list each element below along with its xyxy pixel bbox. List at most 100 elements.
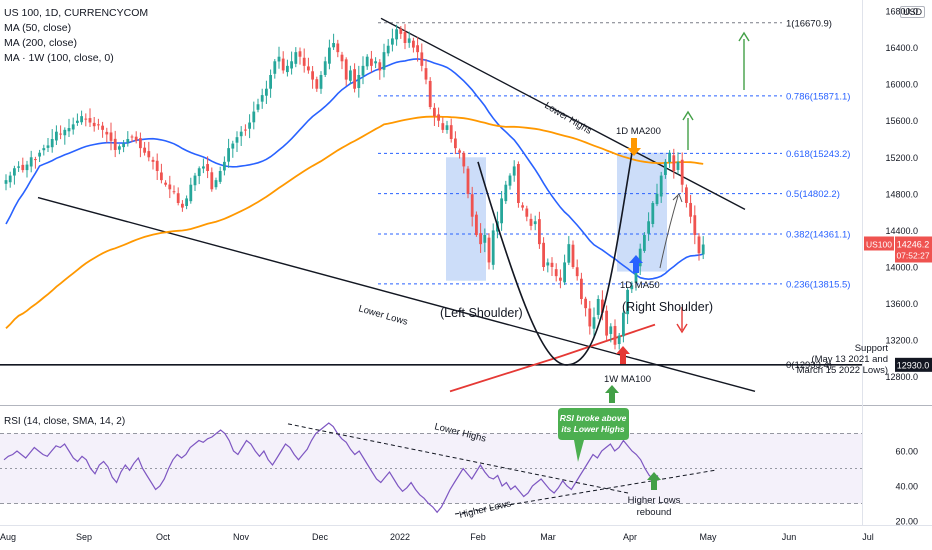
candle-body xyxy=(575,267,579,277)
x-tick-label: Jun xyxy=(782,532,797,542)
legend-ma1w[interactable]: MA · 1W (100, close, 0) xyxy=(4,52,114,64)
candle-body xyxy=(617,335,621,344)
x-tick-label: Apr xyxy=(623,532,637,542)
ma50-label: 1D MA50 xyxy=(620,280,660,291)
target-arrow-2-head xyxy=(682,110,694,121)
candle-body xyxy=(361,65,365,76)
candle-body xyxy=(172,191,176,193)
currency-button[interactable]: USD xyxy=(900,6,926,18)
candle-body xyxy=(323,61,327,75)
candle-body xyxy=(71,124,75,130)
candle-body xyxy=(483,235,487,243)
candle-body xyxy=(701,244,705,255)
candle-body xyxy=(659,175,663,197)
candle-body xyxy=(395,29,398,40)
lower-highs-trendline xyxy=(380,17,746,211)
legend-symbol[interactable]: US 100, 1D, CURRENCYCOM xyxy=(4,7,149,19)
candle-body xyxy=(454,138,457,149)
candle-body xyxy=(584,298,587,309)
candle-body xyxy=(298,51,302,57)
candle-body xyxy=(340,54,344,62)
candle-body xyxy=(378,62,382,71)
candle-body xyxy=(664,161,667,175)
candle-body xyxy=(638,248,642,267)
fib-label: 0(12933.4) xyxy=(786,360,832,371)
ma200-line xyxy=(5,115,704,329)
candle-body xyxy=(122,143,125,148)
candle-body xyxy=(466,168,470,194)
candle-body xyxy=(386,45,390,54)
candle-body xyxy=(189,184,193,202)
candle-body xyxy=(403,32,407,43)
candle-body xyxy=(55,131,58,141)
candle-body xyxy=(84,118,88,120)
rsi-rebound-label-2: rebound xyxy=(637,507,672,518)
candle-body xyxy=(130,136,134,138)
rsi-legend: RSI (14, close, SMA, 14, 2) xyxy=(4,416,125,427)
candle-body xyxy=(458,150,461,153)
candle-body xyxy=(512,166,516,176)
x-tick-label: Nov xyxy=(233,532,250,542)
candle-body xyxy=(567,244,571,263)
candle-body xyxy=(626,289,629,315)
candle-body xyxy=(143,147,146,153)
candle-body xyxy=(328,47,331,64)
candle-body xyxy=(227,148,230,162)
candle-body xyxy=(479,233,482,245)
candle-body xyxy=(672,155,676,171)
candle-body xyxy=(168,184,172,190)
rsi-higher-lows-trendline xyxy=(454,469,716,515)
candle-body xyxy=(462,152,466,167)
candle-body xyxy=(634,267,638,283)
candle-body xyxy=(399,28,403,34)
left-shoulder-box xyxy=(446,157,486,281)
candle-body xyxy=(88,118,92,123)
support-block-arrow xyxy=(605,385,619,403)
candle-body xyxy=(92,122,96,127)
candle-body xyxy=(113,138,117,150)
fib-label: 0.618(15243.2) xyxy=(786,149,850,160)
ma200-block-arrow xyxy=(627,138,641,156)
candle-body xyxy=(689,202,692,217)
y-tick-label: 16000.0 xyxy=(885,80,918,90)
candle-body xyxy=(697,236,701,254)
candle-body xyxy=(676,161,680,170)
candle-body xyxy=(525,208,529,217)
candle-body xyxy=(34,159,37,161)
candle-body xyxy=(302,57,306,66)
candle-body xyxy=(29,157,33,167)
down-arrow-head xyxy=(676,323,688,334)
candle-body xyxy=(538,219,541,245)
rsi-y-tick-label: 20.00 xyxy=(895,517,918,527)
candle-body xyxy=(521,205,524,208)
candle-body xyxy=(357,75,361,89)
fib-label: 1(16670.9) xyxy=(786,18,832,29)
ma200-label: 1D MA200 xyxy=(616,126,661,137)
candle-body xyxy=(252,111,256,123)
support-label-2: (May 13 2021 and xyxy=(811,354,888,365)
candle-body xyxy=(344,59,348,80)
rsi-callout-text-2: its Lower Highs xyxy=(561,424,625,434)
candle-body xyxy=(412,40,415,48)
projection-arrow-shaft xyxy=(659,195,679,269)
candle-body xyxy=(239,131,243,137)
target-arrow-1-head xyxy=(738,31,750,42)
candle-body xyxy=(277,56,281,62)
candle-body xyxy=(630,285,634,290)
candle-body xyxy=(504,184,508,202)
cup-curve xyxy=(477,152,633,366)
candle-body xyxy=(193,175,197,186)
candle-body xyxy=(126,139,130,143)
candle-body xyxy=(680,159,684,185)
legend-ma200[interactable]: MA (200, close) xyxy=(4,37,77,49)
support-label-3: March 15 2022 Lows) xyxy=(797,365,888,376)
candle-body xyxy=(260,95,264,102)
fib-label: 0.382(14361.1) xyxy=(786,229,850,240)
legend-ma50[interactable]: MA (50, close) xyxy=(4,22,72,34)
candle-body xyxy=(550,262,554,267)
x-tick-label: Mar xyxy=(540,532,556,542)
symbol-badge xyxy=(864,236,894,251)
candle-body xyxy=(353,69,356,89)
candle-body xyxy=(214,180,218,188)
